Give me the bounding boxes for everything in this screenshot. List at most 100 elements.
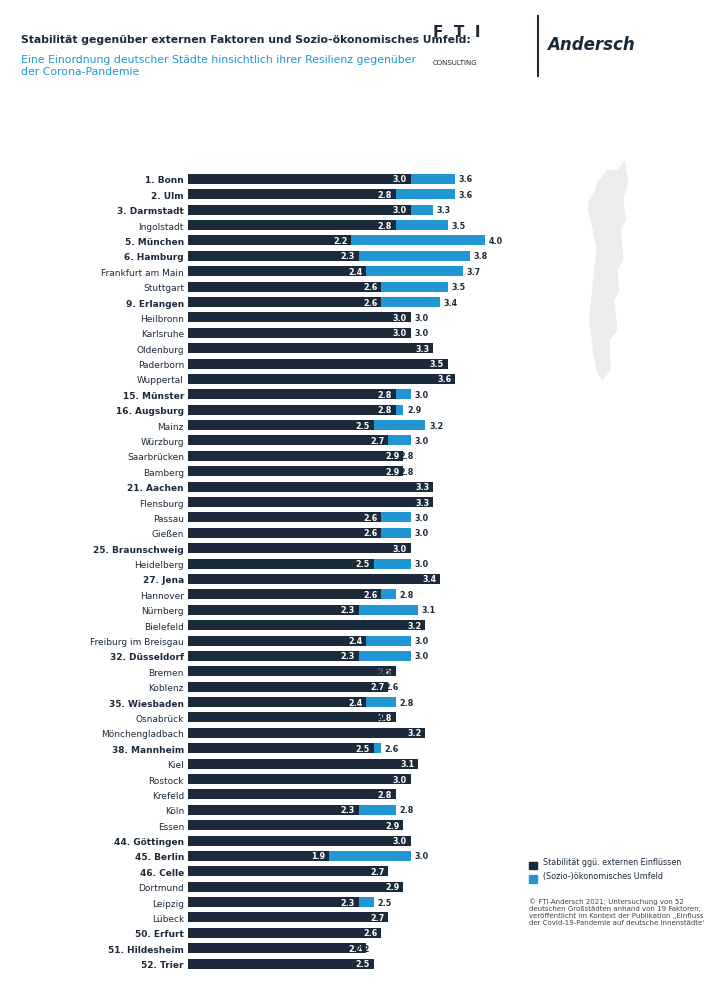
Text: 2.9: 2.9 <box>386 883 400 892</box>
Text: 4.0: 4.0 <box>488 237 503 246</box>
Text: 2.4: 2.4 <box>370 375 384 384</box>
Text: 3.2: 3.2 <box>408 621 422 630</box>
Text: 2.1: 2.1 <box>348 913 362 922</box>
Bar <box>188 206 433 216</box>
Text: 1.9: 1.9 <box>311 852 325 861</box>
Text: 3.5: 3.5 <box>430 360 444 369</box>
Bar <box>188 867 388 877</box>
Bar <box>188 359 373 369</box>
Text: 3.4: 3.4 <box>422 575 437 584</box>
Text: 2.6: 2.6 <box>363 929 377 938</box>
Text: 3.5: 3.5 <box>452 222 466 231</box>
Text: 2.6: 2.6 <box>385 744 399 753</box>
Text: 3.0: 3.0 <box>415 390 428 399</box>
Text: 2.3: 2.3 <box>362 498 377 508</box>
Text: 2.7: 2.7 <box>371 867 385 876</box>
Text: 3.0: 3.0 <box>415 314 428 323</box>
Text: 2.3: 2.3 <box>341 252 355 261</box>
Text: Andersch: Andersch <box>547 36 635 54</box>
Bar <box>188 805 395 815</box>
Text: 2.2: 2.2 <box>355 944 369 953</box>
Bar <box>188 298 381 308</box>
Bar <box>188 529 381 539</box>
Text: 3.0: 3.0 <box>393 837 407 846</box>
Bar <box>188 313 410 323</box>
Text: 2.6: 2.6 <box>363 591 377 599</box>
Bar <box>188 697 366 707</box>
Bar <box>188 882 329 892</box>
Bar <box>188 605 418 615</box>
Bar <box>188 928 381 938</box>
Text: 2.0: 2.0 <box>340 575 354 584</box>
Text: 3.0: 3.0 <box>415 514 428 523</box>
Bar <box>188 267 366 277</box>
Text: 3.0: 3.0 <box>393 329 407 338</box>
Text: 2.8: 2.8 <box>400 805 414 814</box>
Text: 3.0: 3.0 <box>415 652 428 661</box>
Bar <box>188 913 388 923</box>
Bar <box>188 405 395 415</box>
Text: 2.6: 2.6 <box>363 514 377 523</box>
Text: 2.8: 2.8 <box>400 698 414 707</box>
Text: 2.4: 2.4 <box>348 698 362 707</box>
Bar <box>188 206 410 216</box>
Bar <box>188 590 395 600</box>
Bar <box>188 713 366 723</box>
Text: 2.5: 2.5 <box>356 560 370 569</box>
Text: 3.0: 3.0 <box>415 329 428 338</box>
Text: 2.7: 2.7 <box>371 682 385 691</box>
Bar <box>188 898 359 907</box>
Text: 2.3: 2.3 <box>341 898 355 907</box>
Text: 3.0: 3.0 <box>393 206 407 215</box>
Bar <box>188 282 448 292</box>
Text: 2.6: 2.6 <box>363 529 377 538</box>
Bar <box>188 959 315 969</box>
Bar <box>188 420 425 430</box>
Text: 2.5: 2.5 <box>356 744 370 753</box>
Text: 2.3: 2.3 <box>341 652 355 661</box>
Text: 2.8: 2.8 <box>378 667 392 676</box>
Text: 2.0: 2.0 <box>340 837 354 846</box>
Bar <box>188 559 373 569</box>
Text: 2.5: 2.5 <box>377 360 391 369</box>
Text: 2.7: 2.7 <box>371 913 385 922</box>
Text: 2.8: 2.8 <box>378 191 392 200</box>
Bar <box>188 852 410 862</box>
Text: 3.0: 3.0 <box>393 545 407 553</box>
Bar <box>188 605 359 615</box>
Text: 3.6: 3.6 <box>437 375 452 384</box>
Text: 2.5: 2.5 <box>377 898 391 907</box>
Bar <box>188 529 410 539</box>
Bar <box>188 237 351 246</box>
Text: 3.2: 3.2 <box>408 728 422 737</box>
Bar <box>188 636 410 646</box>
Bar <box>188 359 448 369</box>
Text: 2.8: 2.8 <box>378 790 392 799</box>
Text: 3.0: 3.0 <box>415 436 428 445</box>
Text: 2.9: 2.9 <box>386 820 400 829</box>
Text: 2.7: 2.7 <box>392 344 406 353</box>
Bar <box>188 344 388 354</box>
Bar <box>188 405 403 415</box>
Text: Stabilität gegenüber externen Faktoren und Sozio-ökonomisches Umfeld:: Stabilität gegenüber externen Faktoren u… <box>21 35 471 45</box>
Bar <box>188 221 395 231</box>
Text: 2.6: 2.6 <box>385 682 399 691</box>
Bar <box>188 513 381 523</box>
Bar <box>188 882 403 892</box>
Text: 2.2: 2.2 <box>355 621 369 630</box>
Text: 2.1: 2.1 <box>348 929 362 938</box>
Bar <box>188 943 366 953</box>
Text: 2.3: 2.3 <box>362 790 377 799</box>
Bar <box>188 590 381 600</box>
Bar <box>188 191 395 201</box>
Text: 2.3: 2.3 <box>362 482 377 491</box>
Bar <box>188 898 373 907</box>
Text: 2.9: 2.9 <box>386 467 400 476</box>
Bar <box>188 344 433 354</box>
Bar <box>188 789 359 799</box>
Text: 3.6: 3.6 <box>459 191 473 200</box>
Text: 3.2: 3.2 <box>429 421 444 430</box>
Text: 2.6: 2.6 <box>363 298 377 307</box>
Bar <box>188 743 373 753</box>
Bar <box>188 651 410 661</box>
